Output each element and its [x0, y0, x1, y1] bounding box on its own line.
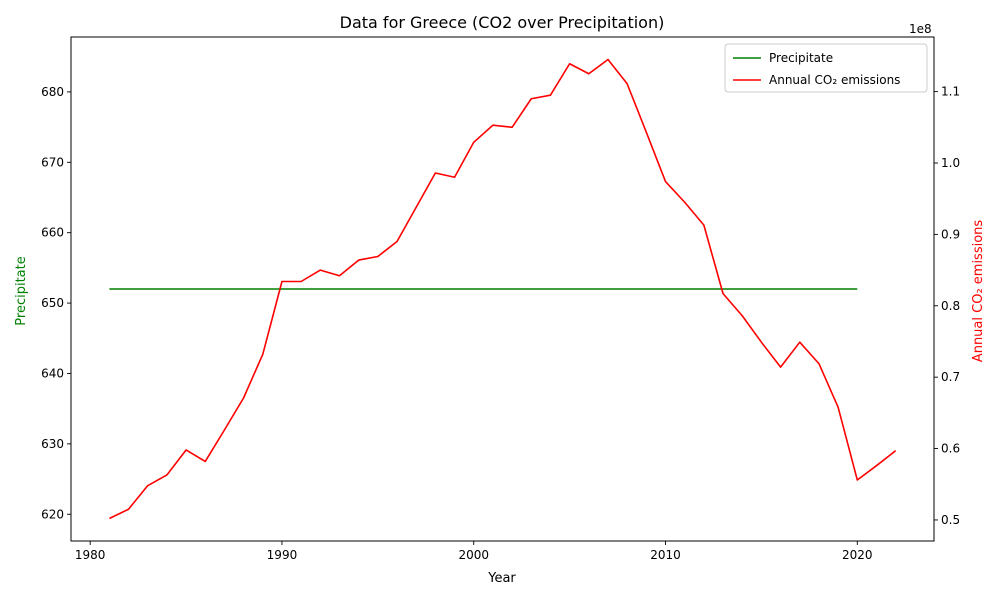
left-y-tick-label: 660	[41, 226, 64, 240]
x-axis-label: Year	[487, 571, 516, 586]
right-y-tick-label: 0.5	[941, 513, 960, 527]
x-tick-label: 2000	[458, 548, 489, 562]
chart-title: Data for Greece (CO2 over Precipitation)	[340, 13, 665, 32]
legend-label-1: Annual CO₂ emissions	[769, 73, 900, 87]
x-tick-label: 1980	[75, 548, 106, 562]
right-y-tick-label: 0.8	[941, 299, 960, 313]
right-y-tick-label: 1.1	[941, 85, 960, 99]
series-line-1	[109, 58, 897, 520]
legend: Precipitate Annual CO₂ emissions	[724, 43, 928, 93]
x-tick-label: 1990	[267, 548, 298, 562]
right-y-tick-label: 1.0	[941, 156, 960, 170]
x-tick-label: 2010	[650, 548, 681, 562]
left-y-tick-label: 630	[41, 437, 64, 451]
right-y-tick-label: 0.9	[941, 227, 960, 241]
legend-box	[724, 43, 928, 93]
left-y-tick-label: 620	[41, 507, 64, 521]
left-y-tick-label: 640	[41, 366, 64, 380]
left-y-axis-label: Precipitate	[14, 256, 29, 325]
right-y-tick-label: 0.7	[941, 370, 960, 384]
left-y-tick-label: 670	[41, 155, 64, 169]
right-axis-multiplier: 1e8	[909, 22, 932, 36]
plot-area	[109, 58, 897, 520]
legend-label-0: Precipitate	[769, 51, 833, 65]
plot-frame	[70, 36, 935, 542]
left-y-tick-label: 680	[41, 85, 64, 99]
left-y-tick-label: 650	[41, 296, 64, 310]
right-y-tick-label: 0.6	[941, 442, 960, 456]
right-y-axis-label: Annual CO₂ emissions	[971, 220, 986, 363]
axes: 1980 1990 2000 2010 2020 620 630 640 650 660 670 68…	[41, 36, 960, 562]
x-tick-label: 2020	[842, 548, 873, 562]
